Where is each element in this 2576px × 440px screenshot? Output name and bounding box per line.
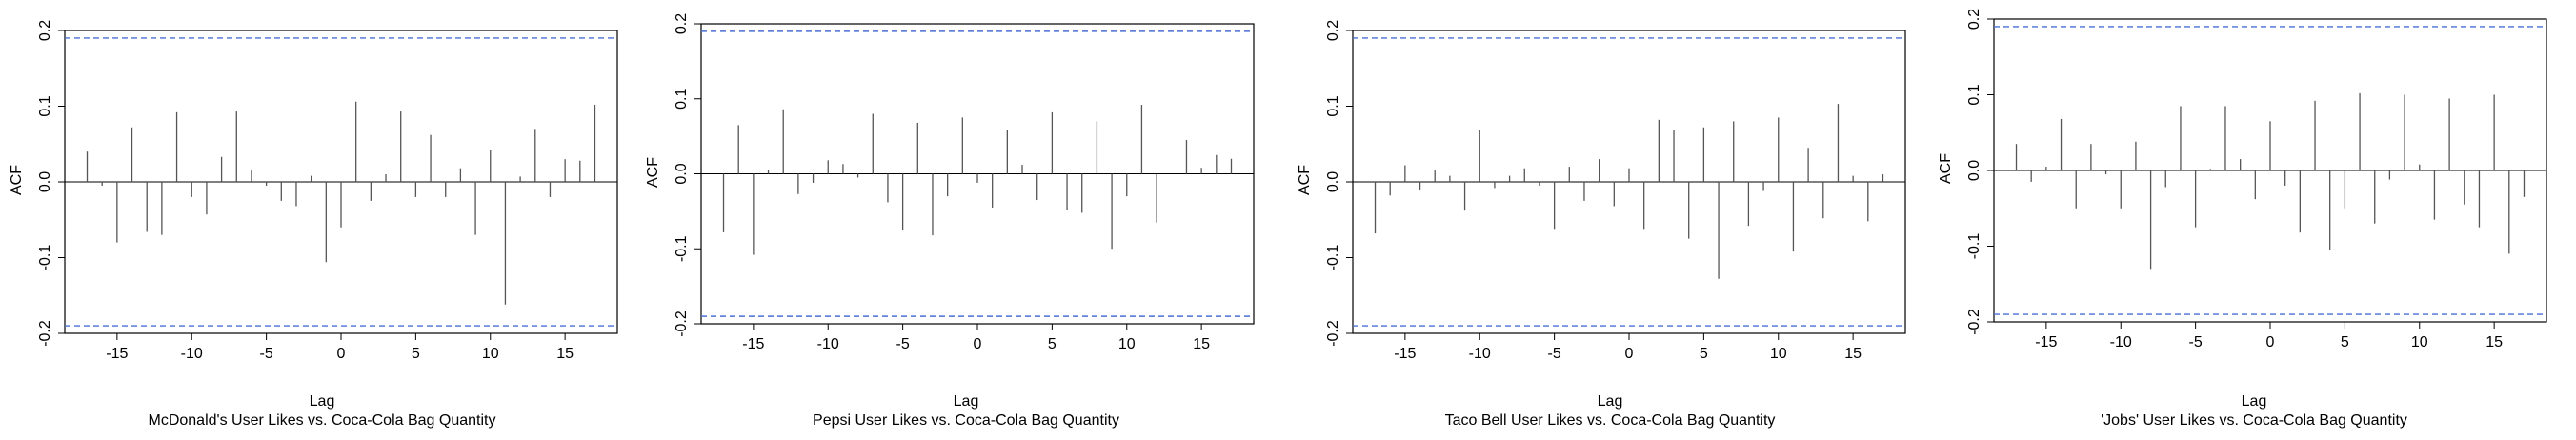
x-tick-label: -15 — [106, 346, 128, 362]
chart-panel-tacobell: -15 -10 -5 0 5 10 15 -0.2 -0.1 0.0 0.1 0.2 ACF Lag … — [1288, 0, 1932, 440]
x-tick-label: -5 — [260, 346, 273, 362]
y-tick-label: -0.2 — [1966, 309, 1982, 335]
y-tick-label: 0.1 — [1325, 95, 1341, 116]
x-tick-label: 10 — [1118, 336, 1136, 352]
chart-subtitle: McDonald's User Likes vs. Coca-Cola Bag … — [148, 412, 496, 429]
y-axis-label: ACF — [1938, 153, 1954, 184]
x-tick-label: 0 — [2266, 334, 2275, 350]
y-axis-label: ACF — [1297, 165, 1313, 195]
x-tick-label: 10 — [482, 346, 499, 362]
x-tick-label: -15 — [1394, 346, 1416, 362]
x-tick-label: 0 — [337, 346, 346, 362]
x-axis-label: Lag — [1597, 393, 1623, 410]
y-tick-label: -0.2 — [37, 320, 53, 347]
y-tick-label: 0.1 — [1966, 84, 1982, 105]
y-tick-label: -0.1 — [1325, 245, 1341, 271]
x-tick-label: 0 — [1625, 346, 1634, 362]
y-tick-label: 0.2 — [1966, 9, 1982, 30]
y-tick-label: -0.2 — [1325, 320, 1341, 347]
x-tick-label: 5 — [1048, 336, 1057, 352]
chart-subtitle: 'Jobs' User Likes vs. Coca-Cola Bag Quan… — [2101, 412, 2407, 429]
x-tick-label: 15 — [556, 346, 574, 362]
x-tick-label: -5 — [2189, 334, 2203, 350]
acf-plot: -15 -10 -5 0 5 10 15 -0.2 -0.1 0.0 0.1 0.2 — [674, 13, 1255, 352]
chart-panel-mcdonalds: -15 -10 -5 0 5 10 15 -0.2 -0.1 0.0 0.1 0.2 ACF Lag … — [0, 0, 644, 440]
x-tick-label: -10 — [817, 336, 839, 352]
y-tick-label: 0.0 — [1966, 160, 1982, 181]
x-tick-label: 15 — [1193, 336, 1210, 352]
x-tick-label: 15 — [1844, 346, 1862, 362]
x-tick-label: 15 — [2485, 334, 2503, 350]
y-tick-label: -0.1 — [37, 245, 53, 271]
y-tick-label: 0.0 — [1325, 171, 1341, 192]
y-tick-label: 0.0 — [37, 171, 53, 192]
x-tick-label: -10 — [1469, 346, 1491, 362]
x-tick-label: -5 — [896, 336, 910, 352]
y-tick-label: -0.1 — [674, 235, 690, 262]
x-axis-label: Lag — [309, 393, 335, 410]
y-axis-label: ACF — [9, 165, 25, 195]
chart-subtitle: Pepsi User Likes vs. Coca-Cola Bag Quant… — [813, 412, 1119, 429]
x-tick-label: 5 — [412, 346, 420, 362]
x-tick-label: -5 — [1548, 346, 1561, 362]
y-axis-label: ACF — [645, 157, 661, 188]
x-tick-label: 10 — [1770, 346, 1787, 362]
y-tick-label: 0.2 — [1325, 20, 1341, 41]
x-tick-label: -10 — [181, 346, 203, 362]
acf-plot: -15 -10 -5 0 5 10 15 -0.2 -0.1 0.0 0.1 0.2 — [37, 20, 618, 362]
y-tick-label: 0.1 — [674, 89, 690, 110]
x-tick-label: 5 — [2341, 334, 2349, 350]
x-tick-label: 10 — [2411, 334, 2428, 350]
chart-panel-jobs: -15 -10 -5 0 5 10 15 -0.2 -0.1 0.0 0.1 0.2 ACF Lag … — [1932, 0, 2576, 440]
y-tick-label: -0.1 — [1966, 233, 1982, 260]
y-tick-label: 0.1 — [37, 95, 53, 116]
y-tick-label: 0.0 — [674, 163, 690, 184]
y-tick-label: 0.2 — [674, 13, 690, 34]
acf-plot: -15 -10 -5 0 5 10 15 -0.2 -0.1 0.0 0.1 0.2 — [1325, 20, 1906, 362]
acf-plot: -15 -10 -5 0 5 10 15 -0.2 -0.1 0.0 0.1 0.2 — [1966, 9, 2547, 350]
y-tick-label: -0.2 — [674, 310, 690, 337]
y-tick-label: 0.2 — [37, 20, 53, 41]
x-axis-label: Lag — [2241, 393, 2267, 410]
x-tick-label: -15 — [2035, 334, 2057, 350]
x-tick-label: 5 — [1700, 346, 1708, 362]
x-axis-label: Lag — [953, 393, 979, 410]
chart-panel-pepsi: -15 -10 -5 0 5 10 15 -0.2 -0.1 0.0 0.1 0.2 ACF Lag … — [644, 0, 1288, 440]
chart-subtitle: Taco Bell User Likes vs. Coca-Cola Bag Q… — [1444, 412, 1776, 429]
x-tick-label: -10 — [2110, 334, 2132, 350]
x-tick-label: -15 — [742, 336, 764, 352]
x-tick-label: 0 — [974, 336, 982, 352]
